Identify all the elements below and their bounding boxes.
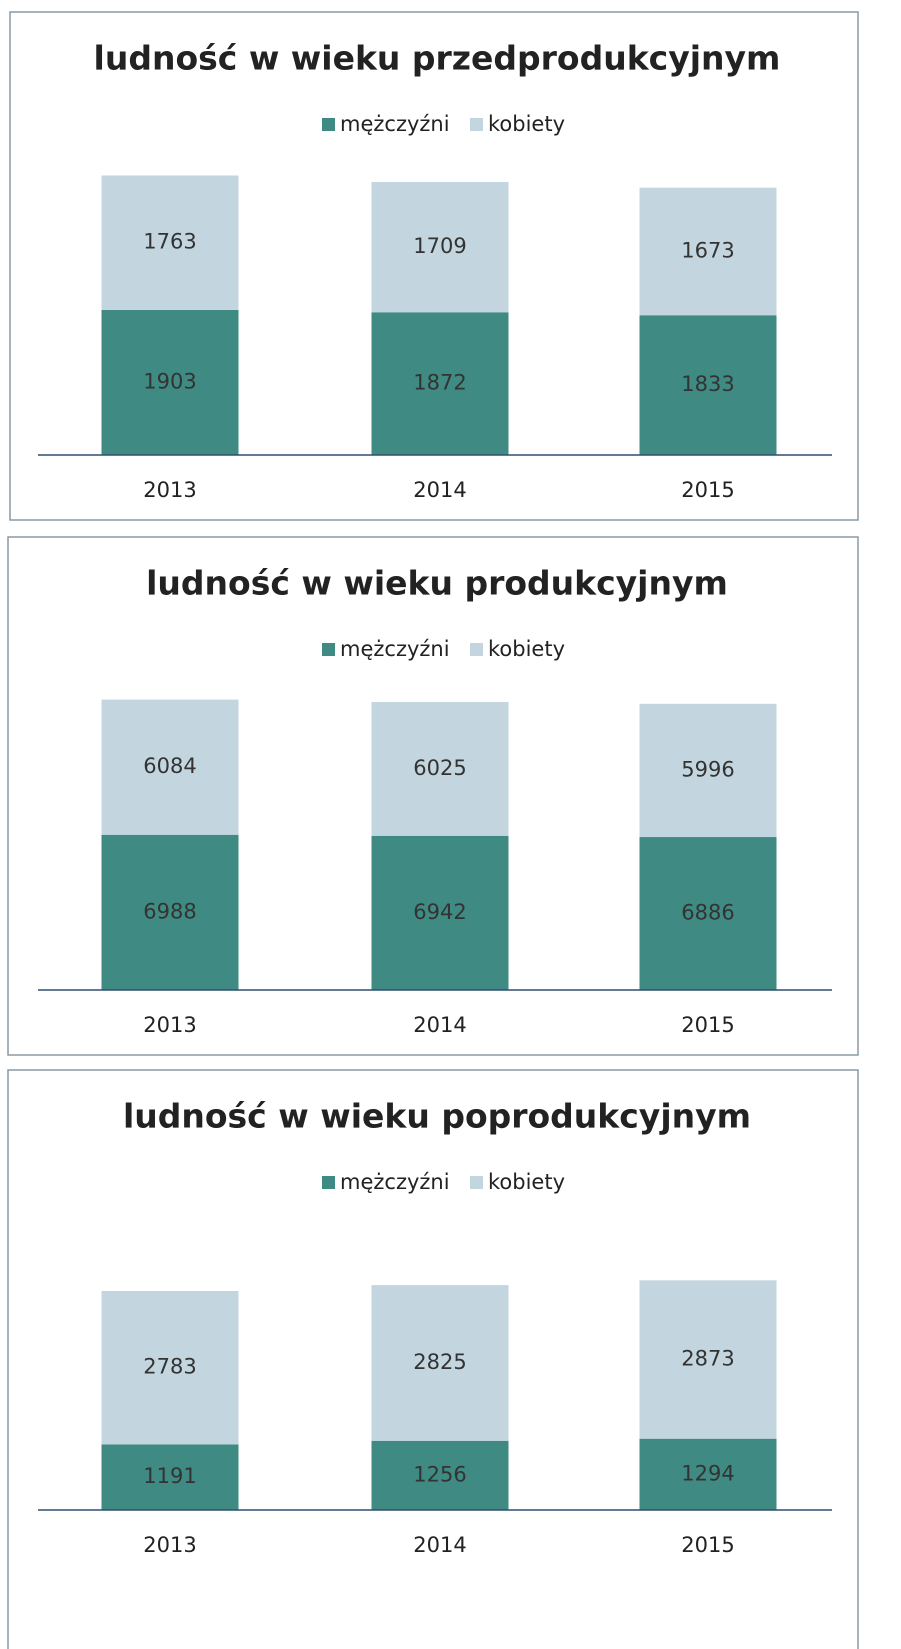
legend-swatch [470,1176,483,1189]
x-tick-label: 2015 [681,478,734,502]
data-label: 1256 [413,1462,466,1486]
x-tick-label: 2013 [143,478,196,502]
data-label: 1763 [143,230,196,254]
legend-label: mężczyźni [340,1170,450,1194]
chart-title: ludność w wieku poprodukcyjnym [123,1097,751,1136]
data-label: 6942 [413,900,466,924]
data-label: 2783 [143,1355,196,1379]
x-tick-label: 2015 [681,1533,734,1557]
data-label: 6025 [413,756,466,780]
bar-segment [639,1438,777,1510]
data-label: 6886 [681,901,734,925]
x-tick-label: 2013 [143,1533,196,1557]
legend-swatch [470,118,483,131]
chart-title: ludność w wieku przedprodukcyjnym [94,39,781,78]
bar-segment [371,1440,509,1510]
bar-segment [101,309,239,455]
data-label: 1673 [681,238,734,262]
data-label: 1294 [681,1461,734,1485]
legend-swatch [322,1176,335,1189]
bar-segment [639,837,777,990]
bar-segment [101,175,239,310]
bar-segment [101,834,239,990]
frame [9,11,859,521]
data-label: 1709 [413,234,466,258]
data-label: 1833 [681,372,734,396]
data-label: 2825 [413,1350,466,1374]
legend-swatch [322,118,335,131]
x-tick-label: 2015 [681,1013,734,1037]
data-label: 1903 [143,369,196,393]
legend-swatch [470,643,483,656]
x-tick-label: 2014 [413,478,466,502]
bar-segment [371,181,509,313]
legend-label: kobiety [488,1170,565,1194]
bar-segment [101,699,239,835]
legend-label: kobiety [488,637,565,661]
legend-label: mężczyźni [340,112,450,136]
bar-segment [371,835,509,990]
x-tick-label: 2014 [413,1533,466,1557]
bar-segment [101,1290,239,1445]
bar-segment [639,1280,777,1439]
bar-segment [639,187,777,316]
legend-swatch [322,643,335,656]
frame [7,536,859,1056]
bar-segment [371,1285,509,1441]
data-label: 1191 [143,1464,196,1488]
data-label: 6988 [143,899,196,923]
data-label: 2873 [681,1347,734,1371]
data-label: 5996 [681,757,734,781]
chart-title: ludność w wieku produkcyjnym [146,564,728,603]
frame [7,1069,859,1649]
bar-segment [371,701,509,836]
bar-segment [639,703,777,838]
data-label: 6084 [143,754,196,778]
data-label: 1872 [413,371,466,395]
bar-segment [101,1444,239,1510]
legend-label: mężczyźni [340,637,450,661]
bar-segment [639,315,777,455]
bar-segment [371,312,509,455]
x-tick-label: 2013 [143,1013,196,1037]
legend-label: kobiety [488,112,565,136]
x-tick-label: 2014 [413,1013,466,1037]
